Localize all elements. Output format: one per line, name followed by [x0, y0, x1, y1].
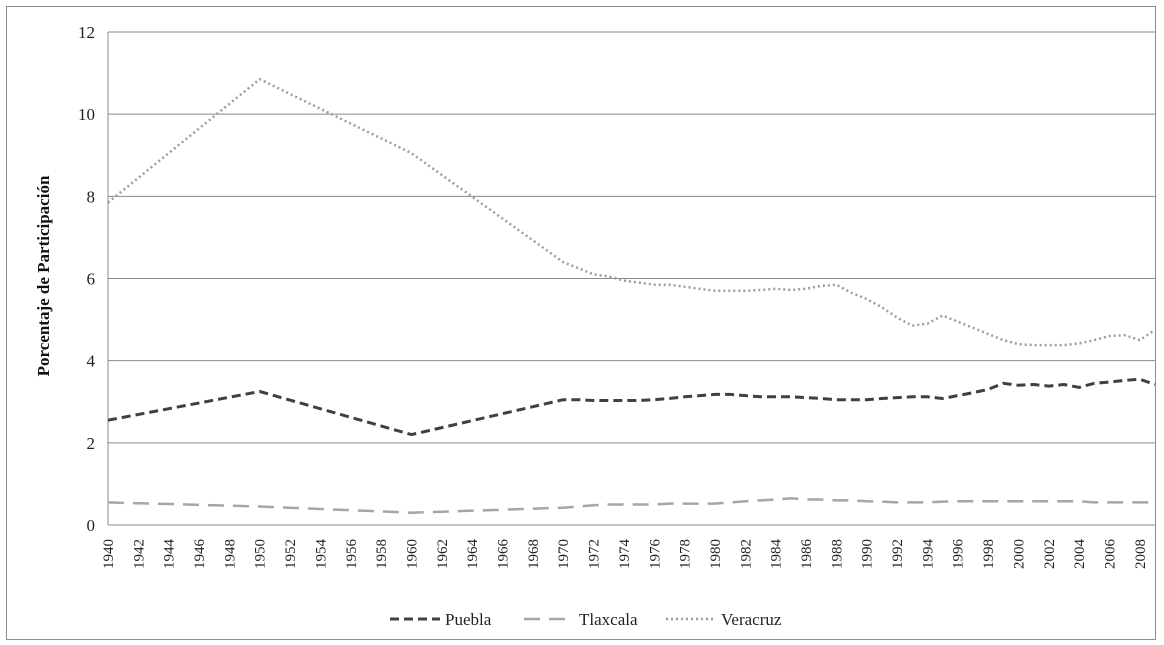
x-tick-label: 1988: [829, 539, 845, 569]
y-tick-label: 10: [78, 105, 95, 124]
x-tick-label: 1982: [738, 539, 754, 569]
x-tick-label: 1964: [465, 539, 481, 570]
x-tick-label: 1942: [131, 539, 147, 569]
y-tick-label: 4: [87, 352, 96, 371]
y-tick-label: 2: [87, 434, 96, 453]
x-tick-label: 1996: [951, 539, 967, 570]
x-tick-label: 1940: [101, 539, 117, 569]
series-line-veracruz: [107, 77, 1156, 347]
x-tick-label: 1992: [890, 539, 906, 569]
x-tick-label: 1954: [313, 539, 329, 570]
x-tick-label: 1966: [496, 539, 512, 570]
y-tick-label: 6: [87, 270, 96, 289]
x-tick-label: 1990: [860, 539, 876, 569]
x-tick-label: 1950: [253, 539, 269, 569]
legend-label-puebla: Puebla: [445, 610, 492, 629]
series-lines: [107, 77, 1156, 514]
x-tick-label: 1976: [647, 539, 663, 570]
x-tick-label: 1970: [556, 539, 572, 569]
x-tick-label: 1998: [981, 539, 997, 569]
x-tick-label: 2002: [1042, 539, 1058, 569]
x-axis-ticks: 1940 1942 1944 1946 1948 1950 1952 1954 1956 1958…: [101, 539, 1149, 570]
y-tick-label: 0: [87, 516, 96, 535]
x-tick-label: 1978: [678, 539, 694, 569]
y-tick-label: 8: [87, 187, 96, 206]
x-tick-label: 1984: [769, 539, 785, 570]
x-tick-label: 1952: [283, 539, 299, 569]
x-tick-label: 1974: [617, 539, 633, 570]
x-tick-label: 1972: [587, 539, 603, 569]
x-tick-label: 1948: [222, 539, 238, 569]
x-tick-label: 1980: [708, 539, 724, 569]
x-tick-label: 1994: [920, 539, 936, 570]
x-tick-label: 1946: [192, 539, 208, 570]
legend-label-tlaxcala: Tlaxcala: [579, 610, 638, 629]
x-tick-label: 1968: [526, 539, 542, 569]
x-tick-label: 2004: [1072, 539, 1088, 570]
x-tick-label: 1958: [374, 539, 390, 569]
gridlines: [107, 31, 1155, 526]
y-axis-ticks: 0 2 4 6 8 10 12: [78, 23, 96, 535]
x-tick-label: 1986: [799, 539, 815, 570]
x-tick-label: 1944: [162, 539, 178, 570]
legend-label-veracruz: Veracruz: [721, 610, 782, 629]
series-line-puebla: [107, 377, 1156, 437]
x-tick-label: 2000: [1011, 539, 1027, 569]
y-tick-label: 12: [78, 23, 95, 42]
x-tick-label: 2008: [1133, 539, 1149, 569]
x-tick-label: 2006: [1102, 539, 1118, 570]
x-tick-label: 1960: [404, 539, 420, 569]
x-tick-label: 1962: [435, 539, 451, 569]
y-axis-label: Porcentaje de Participación: [34, 175, 53, 376]
series-line-tlaxcala: [107, 497, 1155, 514]
x-tick-label: 1956: [344, 539, 360, 570]
legend: Puebla Tlaxcala Veracruz: [390, 610, 782, 629]
